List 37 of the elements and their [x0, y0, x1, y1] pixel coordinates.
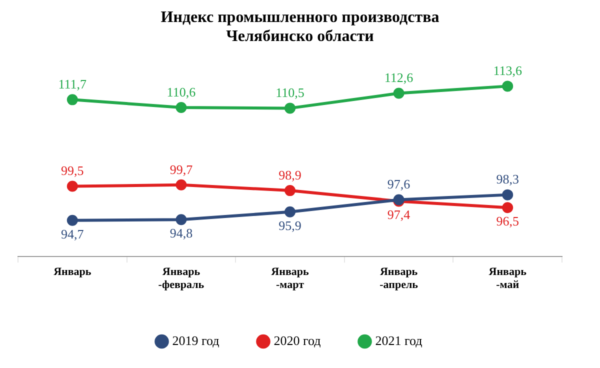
data-label: 98,3: [496, 172, 519, 187]
data-label: 95,9: [278, 218, 302, 233]
point: [176, 214, 187, 226]
x-tick-label: Январь -март: [271, 266, 310, 292]
legend-label: 2020 год: [274, 332, 322, 348]
point: [284, 185, 296, 196]
point: [66, 214, 78, 226]
data-label: 94,8: [170, 226, 193, 241]
point: [502, 202, 514, 214]
data-label: 110,5: [276, 85, 304, 100]
point: [66, 94, 78, 106]
point: [176, 102, 187, 113]
chart-title: Индекс промышленного производства Челябинско области: [160, 8, 440, 46]
data-label: 99,7: [170, 162, 194, 177]
x-tick-label: Январь -май: [488, 266, 527, 292]
x-tick-label: Январь -февраль: [158, 266, 204, 292]
data-label: 112,6: [384, 70, 414, 86]
data-label: 113,6: [493, 63, 522, 78]
legend-label: 2019 год: [172, 332, 220, 348]
x-tick-label: Январь -апрель: [380, 266, 418, 292]
data-label: 96,5: [496, 214, 519, 229]
point: [66, 180, 78, 192]
point: [393, 88, 404, 99]
legend-label: 2021 год: [375, 332, 423, 348]
point: [502, 189, 514, 200]
data-label: 97,4: [387, 207, 411, 222]
x-tick-label: Январь: [54, 266, 92, 278]
data-label: 110,6: [166, 84, 196, 100]
point: [284, 206, 296, 218]
data-label: 111,7: [58, 76, 88, 92]
data-label: 94,7: [61, 226, 84, 242]
data-label: 99,5: [61, 163, 84, 178]
data-label: 98,9: [278, 167, 302, 182]
point: [176, 179, 187, 190]
point: [284, 102, 296, 114]
point: [502, 80, 514, 92]
data-label: 97,6: [387, 176, 411, 192]
